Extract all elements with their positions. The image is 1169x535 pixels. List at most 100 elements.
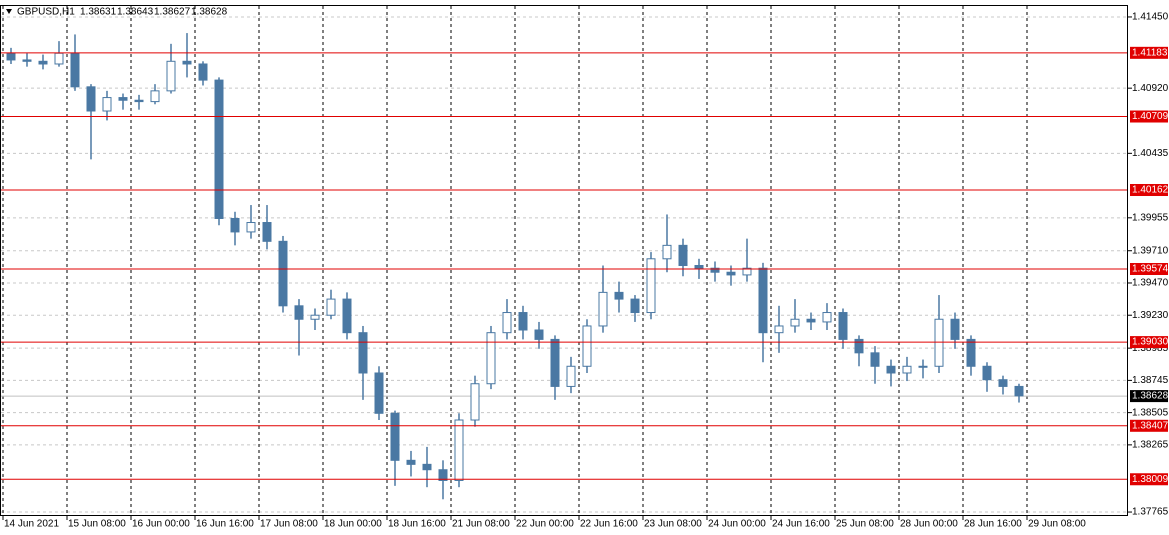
candle-body xyxy=(710,267,720,273)
candle-body xyxy=(950,318,960,340)
candle-body xyxy=(22,59,32,62)
candle-body xyxy=(758,267,768,334)
candle-body xyxy=(678,244,688,267)
x-tick-label: 22 Jun 16:00 xyxy=(580,519,638,530)
plot-frame xyxy=(0,5,1128,516)
candle-body xyxy=(662,244,672,260)
chart-title: GBPUSD,H1 xyxy=(17,7,75,18)
level-label-bg xyxy=(1130,184,1168,197)
y-tick-label: 1.38265 xyxy=(1132,440,1169,451)
x-tick-label: 17 Jun 08:00 xyxy=(260,519,318,530)
y-tick-label: 1.39470 xyxy=(1132,278,1169,289)
candle-body xyxy=(70,52,80,88)
candle-body xyxy=(230,217,240,233)
y-tick-label: 1.39955 xyxy=(1132,212,1169,223)
x-tick-label: 16 Jun 00:00 xyxy=(132,519,190,530)
candle-body xyxy=(630,298,640,314)
level-label: 1.38009 xyxy=(1132,474,1169,485)
candle-body xyxy=(278,240,288,307)
ohlc-value: 1.38643 xyxy=(117,7,154,18)
candle-body xyxy=(118,97,128,101)
candle-body xyxy=(726,271,736,276)
candle-body xyxy=(454,419,464,481)
candle-body xyxy=(502,312,512,334)
candle-body xyxy=(390,412,400,461)
y-tick-label: 1.39230 xyxy=(1132,310,1169,321)
ohlc-header: 1.38631 1.38643 1.38627 1.38628 xyxy=(80,7,228,18)
candle-body xyxy=(102,97,112,112)
level-label-bg xyxy=(1130,46,1168,59)
candle-body xyxy=(966,338,976,367)
candle-body xyxy=(134,99,144,103)
candle-body xyxy=(166,60,176,92)
level-label-bg xyxy=(1130,336,1168,349)
x-tick-label: 29 Jun 08:00 xyxy=(1028,519,1086,530)
candle-body xyxy=(214,79,224,219)
y-tick-label: 1.37765 xyxy=(1132,507,1169,518)
candle-body xyxy=(38,60,48,65)
level-label: 1.40162 xyxy=(1132,185,1169,196)
x-tick-label: 24 Jun 00:00 xyxy=(708,519,766,530)
candle-body xyxy=(774,325,784,334)
candle-body xyxy=(182,60,192,65)
candle-body xyxy=(822,312,832,323)
x-tick-label: 28 Jun 00:00 xyxy=(900,519,958,530)
x-tick-label: 18 Jun 16:00 xyxy=(388,519,446,530)
candle-body xyxy=(86,86,96,112)
candle-body xyxy=(310,314,320,320)
candle-body xyxy=(438,469,448,481)
x-tick-label: 25 Jun 08:00 xyxy=(836,519,894,530)
y-tick-label: 1.38985 xyxy=(1132,343,1169,354)
candle-body xyxy=(198,63,208,81)
candle-body xyxy=(294,305,304,320)
candle-body xyxy=(518,312,528,331)
x-tick-label: 15 Jun 08:00 xyxy=(68,519,126,530)
y-tick-label: 1.38505 xyxy=(1132,407,1169,418)
candle-body xyxy=(854,338,864,354)
candle-body xyxy=(790,318,800,327)
candle-body xyxy=(262,222,272,242)
y-tick-label: 1.40435 xyxy=(1132,148,1169,159)
candle-body xyxy=(1014,385,1024,397)
y-tick-label: 1.40920 xyxy=(1132,83,1169,94)
level-label: 1.41183 xyxy=(1132,47,1168,58)
level-label-bg xyxy=(1130,263,1168,276)
candle-body xyxy=(742,267,752,276)
x-tick-label: 22 Jun 00:00 xyxy=(516,519,574,530)
candle-body xyxy=(326,298,336,316)
candle-body xyxy=(6,52,16,61)
level-label: 1.39030 xyxy=(1132,337,1169,348)
level-label: 1.38407 xyxy=(1132,420,1169,431)
candle-body xyxy=(470,383,480,421)
candle-body xyxy=(838,312,848,340)
level-label-bg xyxy=(1130,110,1168,123)
candle-body xyxy=(534,329,544,340)
candle-body xyxy=(358,332,368,374)
candle-body xyxy=(550,338,560,387)
candle-body xyxy=(342,298,352,334)
candle-body xyxy=(934,318,944,367)
level-label: 1.39574 xyxy=(1132,264,1169,275)
candle-body xyxy=(374,372,384,414)
menu-triangle xyxy=(6,9,12,14)
candle-body xyxy=(886,365,896,374)
candle-body xyxy=(246,222,256,233)
x-tick-label: 21 Jun 08:00 xyxy=(452,519,510,530)
candle-body xyxy=(902,365,912,374)
candle-body xyxy=(646,258,656,314)
candle-body xyxy=(566,365,576,387)
candle-body xyxy=(694,265,704,269)
ohlc-value: 1.38628 xyxy=(191,7,228,18)
candle-body xyxy=(422,463,432,471)
current-price-label: 1.38628 xyxy=(1132,391,1169,402)
candle-body xyxy=(582,325,592,367)
current-price-bg xyxy=(1130,390,1168,403)
candle-body xyxy=(918,365,928,368)
y-tick-label: 1.39710 xyxy=(1132,245,1169,256)
candle-body xyxy=(982,365,992,381)
x-tick-label: 14 Jun 2021 xyxy=(4,519,59,530)
ohlc-value: 1.38631 xyxy=(80,7,117,18)
y-tick-label: 1.38745 xyxy=(1132,375,1169,386)
candle-body xyxy=(54,52,64,65)
